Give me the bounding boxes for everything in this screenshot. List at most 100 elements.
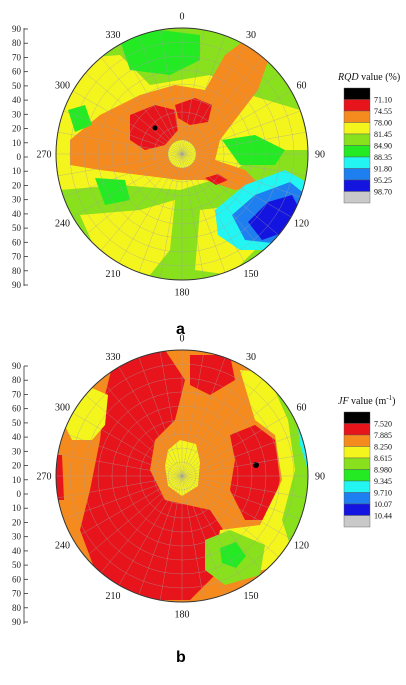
angle-label-90: 90 bbox=[315, 150, 325, 161]
grid-radial bbox=[181, 153, 301, 198]
panel-a-legend: RQD value (%) 71.10 74.55 78.00 81.45 84.90 8… bbox=[337, 72, 400, 204]
panel-b-contour-yellow-right bbox=[215, 370, 305, 575]
grid-radial bbox=[181, 153, 264, 251]
legend-swatch bbox=[343, 99, 371, 112]
grid-radial bbox=[63, 153, 183, 198]
dip-axis-tick-label: 20 bbox=[12, 461, 22, 471]
angle-label-210: 210 bbox=[106, 591, 121, 602]
grid-radial bbox=[159, 351, 183, 477]
grid-radial bbox=[181, 29, 205, 155]
legend-level-7: 91.80 bbox=[374, 165, 392, 174]
dip-axis-tick-label: 70 bbox=[12, 252, 22, 262]
legend-swatch bbox=[343, 469, 371, 482]
grid-radial bbox=[138, 475, 183, 595]
panel-b-contour-red-left bbox=[56, 455, 64, 500]
legend-swatch bbox=[343, 515, 371, 528]
grid-radial bbox=[181, 57, 264, 155]
grid-radial bbox=[181, 432, 301, 477]
legend-swatch bbox=[343, 411, 371, 424]
dip-axis-tick-label: 40 bbox=[12, 432, 22, 442]
grid-radial bbox=[100, 153, 183, 251]
legend-swatch bbox=[343, 133, 371, 146]
angle-label-300: 300 bbox=[55, 403, 70, 414]
grid-radial bbox=[57, 453, 183, 477]
panel-a-outline bbox=[55, 27, 309, 281]
grid-radial bbox=[118, 44, 183, 155]
legend-level-2: 7.885 bbox=[374, 431, 392, 440]
grid-radial bbox=[63, 110, 183, 155]
panel-b-contour-yellow-center bbox=[165, 440, 200, 496]
dip-axis-tick-label: 10 bbox=[12, 475, 22, 485]
legend-swatch bbox=[343, 503, 371, 516]
grid-radial bbox=[181, 357, 226, 477]
angle-label-270: 270 bbox=[37, 150, 52, 161]
grid-radial bbox=[138, 357, 183, 477]
grid-radial bbox=[159, 29, 183, 155]
grid-radial bbox=[181, 475, 307, 499]
grid-radial bbox=[181, 153, 246, 264]
panel-b-angle-labels: 0 30 60 90 120 150 180 210 240 270 300 330 bbox=[37, 334, 326, 621]
grid-radial bbox=[181, 153, 226, 273]
grid-radial bbox=[57, 153, 183, 177]
dip-axis-tick-label: 10 bbox=[12, 138, 22, 148]
angle-label-180: 180 bbox=[175, 610, 190, 621]
dip-axis-tick-label: 60 bbox=[12, 404, 22, 414]
grid-radial bbox=[181, 475, 264, 573]
grid-radial bbox=[181, 153, 279, 236]
grid-radial bbox=[181, 44, 246, 155]
grid-radial bbox=[181, 72, 279, 155]
dip-axis-tick-label: 0 bbox=[17, 152, 22, 162]
grid-radial bbox=[72, 153, 183, 218]
panel-b-contour-red-top bbox=[190, 355, 235, 395]
grid-radial bbox=[100, 57, 183, 155]
grid-radial bbox=[85, 394, 183, 477]
panel-a-legend-title: RQD value (%) bbox=[337, 72, 400, 83]
legend-swatch bbox=[343, 179, 371, 192]
legend-level-7: 9.710 bbox=[374, 489, 392, 498]
angle-label-120: 120 bbox=[294, 219, 309, 230]
grid-radial bbox=[118, 153, 183, 264]
angle-label-330: 330 bbox=[106, 352, 121, 363]
grid-radial bbox=[159, 475, 183, 601]
legend-level-2: 74.55 bbox=[374, 107, 392, 116]
panel-b-contour-red-right bbox=[230, 425, 280, 520]
angle-label-30: 30 bbox=[246, 30, 256, 41]
angle-label-240: 240 bbox=[55, 219, 70, 230]
angle-label-90: 90 bbox=[315, 472, 325, 483]
dip-axis-tick-label: 70 bbox=[12, 52, 22, 62]
grid-radial bbox=[181, 153, 292, 218]
panel-b-contour-red-main bbox=[80, 350, 230, 600]
grid-radial bbox=[181, 366, 246, 477]
panel-b-legend-title: JF value (m-1) bbox=[338, 394, 396, 407]
angle-label-0: 0 bbox=[180, 12, 185, 23]
legend-level-8: 10.07 bbox=[374, 500, 392, 509]
grid-radial bbox=[181, 35, 226, 155]
dip-axis-tick-label: 60 bbox=[12, 237, 22, 247]
dip-axis-tick-label: 50 bbox=[12, 560, 22, 570]
legend-swatch bbox=[343, 492, 371, 505]
angle-label-150: 150 bbox=[244, 269, 259, 280]
dip-axis-tick-label: 90 bbox=[12, 24, 22, 34]
grid-radial bbox=[181, 351, 205, 477]
dip-axis-tick-label: 30 bbox=[12, 446, 22, 456]
grid-radial bbox=[72, 90, 183, 155]
legend-level-4: 81.45 bbox=[374, 130, 392, 139]
panel-a-contour-green-left bbox=[68, 105, 92, 132]
angle-label-60: 60 bbox=[297, 81, 307, 92]
panel-b-label: b bbox=[176, 649, 186, 666]
angle-label-0: 0 bbox=[180, 334, 185, 345]
legend-level-9: 98.70 bbox=[374, 188, 392, 197]
angle-label-30: 30 bbox=[246, 352, 256, 363]
grid-radial bbox=[181, 412, 292, 477]
dip-axis-tick-label: 10 bbox=[12, 166, 22, 176]
angle-label-270: 270 bbox=[37, 472, 52, 483]
legend-level-5: 84.90 bbox=[374, 142, 392, 151]
angle-label-300: 300 bbox=[55, 81, 70, 92]
legend-level-4: 8.615 bbox=[374, 454, 392, 463]
legend-level-6: 9.345 bbox=[374, 477, 392, 486]
grid-radial bbox=[181, 394, 279, 477]
dip-axis-tick-label: 80 bbox=[12, 375, 22, 385]
dip-axis-tick-label: 90 bbox=[12, 617, 22, 627]
grid-radial bbox=[181, 131, 307, 155]
